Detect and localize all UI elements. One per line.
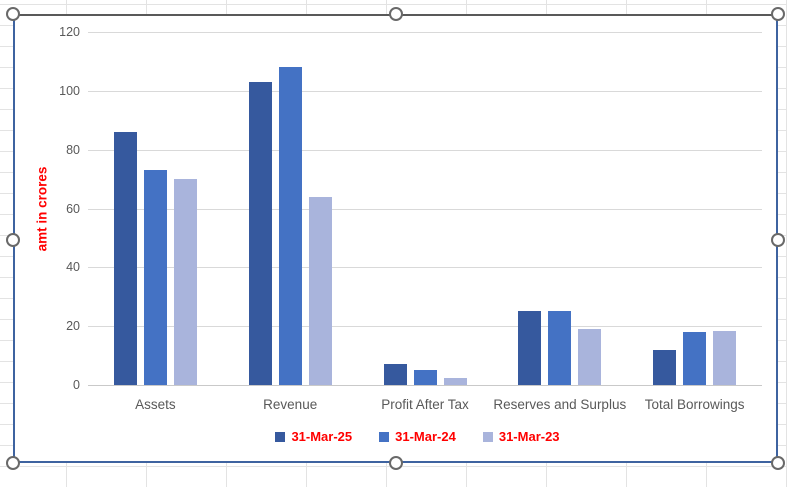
bar-31-Mar-25-total-borrowings[interactable] [653, 349, 677, 385]
major-gridline [88, 267, 762, 269]
resize-handle-top-left[interactable] [6, 7, 20, 21]
value-axis-tick-label: 100 [59, 83, 80, 98]
bar-31-Mar-24-reserves-and-surplus[interactable] [548, 311, 572, 385]
major-gridline [88, 32, 762, 33]
category-axis-label: Reserves and Surplus [493, 397, 627, 412]
legend-swatch [379, 431, 390, 442]
value-axis-tick-label: 20 [66, 319, 80, 334]
resize-handle-middle-left[interactable] [6, 233, 20, 247]
legend-label: 31-Mar-23 [498, 429, 560, 444]
resize-handle-bottom-right[interactable] [771, 456, 785, 470]
bar-31-Mar-24-total-borrowings[interactable] [683, 332, 707, 385]
category-axis-label: Assets [135, 397, 176, 412]
value-axis-tick-label: 0 [73, 378, 80, 392]
chart-legend[interactable]: 31-Mar-25 31-Mar-24 31-Mar-23 [15, 429, 776, 444]
bar-31-Mar-23-reserves-and-surplus[interactable] [578, 329, 602, 385]
resize-handle-top-right[interactable] [771, 7, 785, 21]
legend-label: 31-Mar-25 [291, 429, 353, 444]
value-axis-tick-label: 120 [59, 25, 80, 39]
category-axis-label: Revenue [263, 397, 318, 412]
category-axis-line [88, 385, 762, 386]
bar-31-Mar-23-profit-after-tax[interactable] [443, 377, 467, 385]
bar-31-Mar-25-revenue[interactable] [248, 82, 272, 385]
resize-handle-top-center[interactable] [389, 7, 403, 21]
legend-item-31-Mar-25[interactable]: 31-Mar-25 [275, 429, 352, 444]
resize-handle-bottom-left[interactable] [6, 456, 20, 470]
major-gridline [88, 90, 762, 92]
legend-label: 31-Mar-24 [395, 429, 456, 444]
bar-31-Mar-25-profit-after-tax[interactable] [383, 364, 407, 385]
resize-handle-bottom-center[interactable] [389, 456, 403, 470]
value-axis-tick-label: 60 [66, 201, 80, 216]
bar-31-Mar-25-reserves-and-surplus[interactable] [518, 311, 542, 385]
chart-object[interactable]: amt in crores 31-Mar-25 31-Mar-24 31-Mar-2… [13, 14, 778, 463]
category-axis-label: Total Borrowings [644, 397, 745, 412]
value-axis-tick-label: 80 [66, 142, 80, 157]
major-gridline [88, 149, 762, 151]
major-gridline [88, 326, 762, 328]
bar-31-Mar-23-revenue[interactable] [308, 196, 332, 385]
legend-item-31-Mar-24[interactable]: 31-Mar-24 [379, 429, 456, 444]
legend-swatch [482, 431, 493, 442]
bar-31-Mar-24-revenue[interactable] [278, 67, 302, 385]
legend-item-31-Mar-23[interactable]: 31-Mar-23 [482, 429, 560, 444]
category-axis-label: Profit After Tax [381, 397, 469, 412]
major-gridline [88, 208, 762, 210]
resize-handle-middle-right[interactable] [771, 233, 785, 247]
bar-31-Mar-24-assets[interactable] [143, 170, 167, 385]
value-axis-tick-label: 40 [66, 260, 80, 275]
bar-31-Mar-24-profit-after-tax[interactable] [413, 370, 437, 385]
bar-31-Mar-23-assets[interactable] [173, 179, 197, 385]
bar-31-Mar-23-total-borrowings[interactable] [713, 330, 737, 385]
legend-swatch [275, 431, 286, 442]
bar-31-Mar-25-assets[interactable] [113, 132, 137, 385]
